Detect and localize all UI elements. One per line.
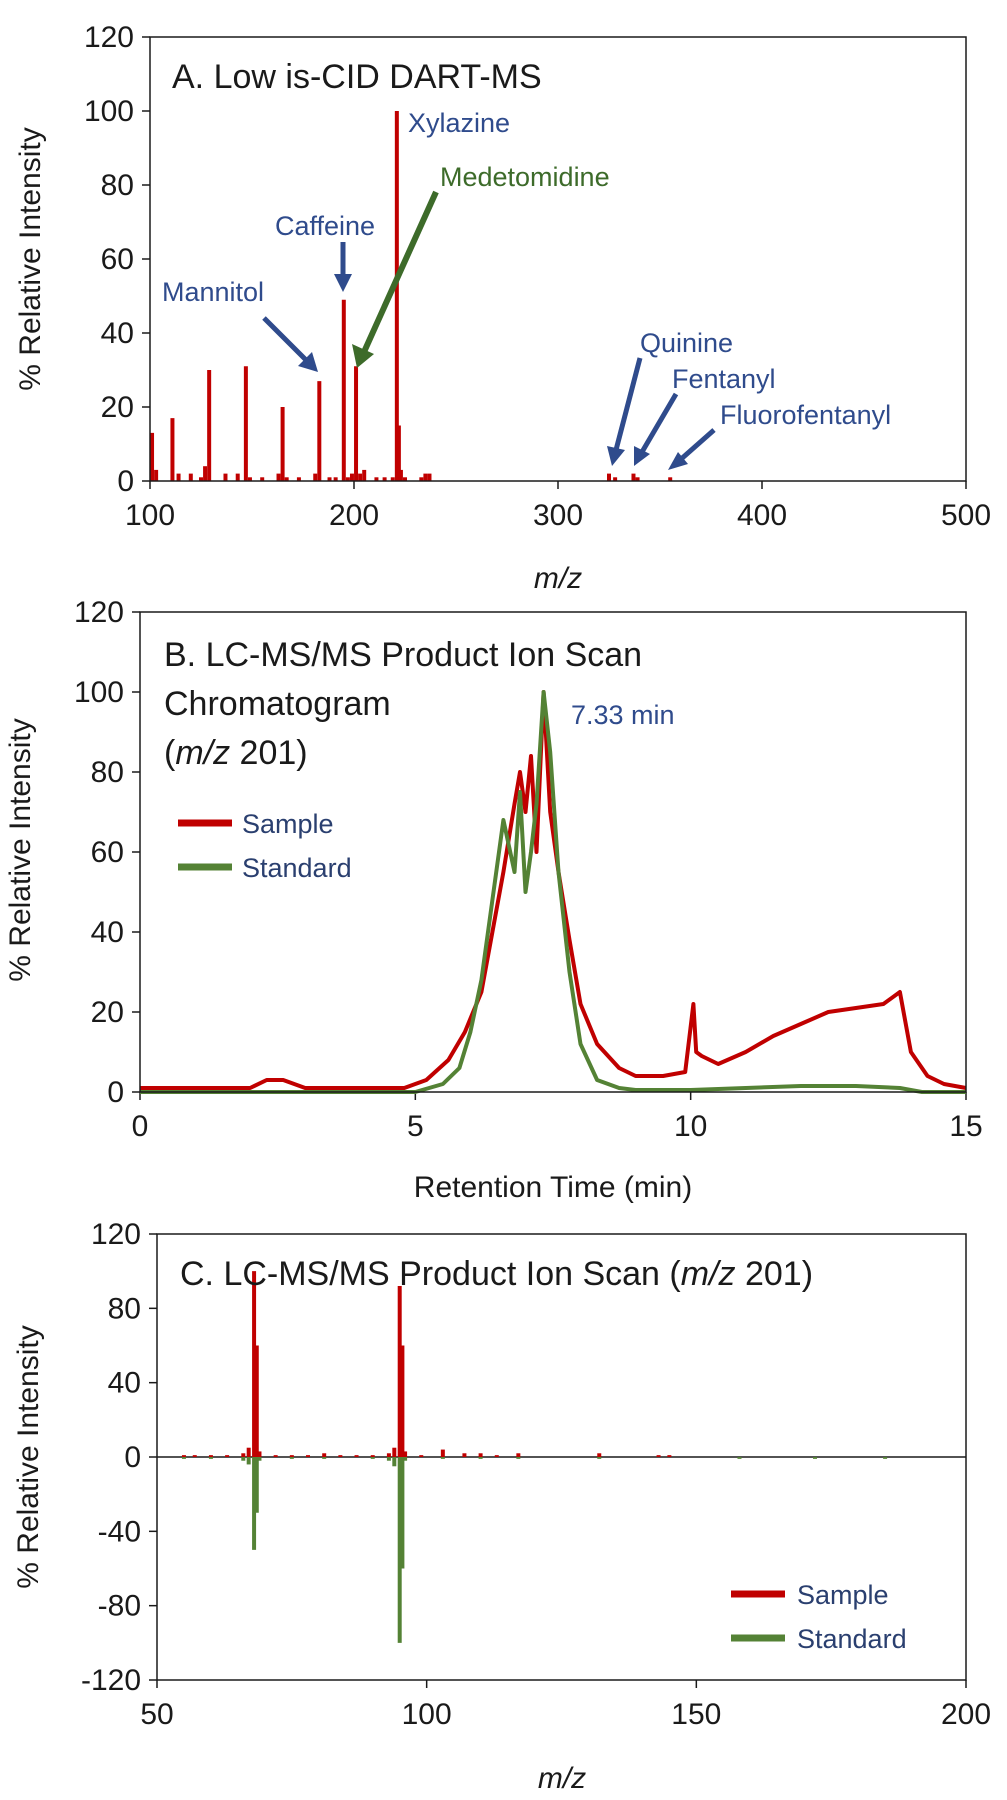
annotation-medetomidine: Medetomidine — [440, 162, 610, 192]
arrow-fentanyl — [639, 392, 679, 454]
arrow-head-fentanyl — [634, 446, 650, 466]
panel-a-y-tick-label: 100 — [84, 95, 134, 128]
panel-a-y-tick-label: 60 — [101, 243, 134, 276]
panel-a-y-tick-label: 0 — [117, 465, 134, 498]
panel-b-y-tick-label: 100 — [74, 676, 124, 709]
panel-b-x-tick-label: 15 — [949, 1110, 982, 1143]
panel-a-plot-frame — [149, 36, 967, 482]
panel-b-title-line-1: B. LC-MS/MS Product Ion Scan — [164, 636, 642, 674]
panel-b-x-tick-label: 5 — [407, 1110, 424, 1143]
panel-a-y-axis-label: % Relative Intensity — [14, 127, 47, 390]
arrow-head-medetomidine — [352, 344, 374, 368]
arrow-fluorofentanyl — [678, 428, 716, 462]
panel-c-title-rest: 201) — [736, 1255, 814, 1293]
panel-c-y-tick-label: 120 — [91, 1218, 141, 1251]
panel-b-title-line-2: Chromatogram — [164, 685, 391, 723]
panel-b-y-tick-label: 40 — [91, 916, 124, 949]
panel-b-x-tick-label: 0 — [132, 1110, 149, 1143]
panel-c-bars — [157, 1271, 966, 1643]
panel-a-bars — [150, 111, 673, 481]
panel-a-title: A. Low is-CID DART-MS — [172, 58, 542, 96]
arrow-quinine — [613, 357, 643, 451]
panel-b-title-line-3: (m/z 201) — [164, 734, 308, 772]
panel-b-x-tick-label: 10 — [674, 1110, 707, 1143]
panel-c-y-tick-label: 80 — [108, 1292, 141, 1325]
arrow-medetomidine — [361, 190, 439, 354]
annotation-fentanyl: Fentanyl — [672, 364, 776, 394]
panel-c-y-tick-label: -80 — [98, 1590, 141, 1623]
arrow-head-mannitol — [298, 352, 318, 372]
arrow-head-quinine — [607, 446, 625, 466]
panel-b-y-tick-label: 120 — [74, 596, 124, 629]
panel-c-y-tick-label: 0 — [124, 1441, 141, 1474]
panel-a: 100 200 300 400 500 0 20 40 60 80 100 120 A. Low is… — [14, 21, 991, 595]
panel-c-title-italic: m/z — [681, 1255, 736, 1293]
panel-a-x-tick-label: 100 — [125, 499, 175, 532]
panel-c-y-tick-label: 40 — [108, 1367, 141, 1400]
annotation-fluorofentanyl: Fluorofentanyl — [720, 400, 891, 430]
panel-b-plot-frame — [139, 611, 967, 1093]
arrow-head-caffeine — [334, 274, 352, 292]
panel-c-title: C. LC-MS/MS Product Ion Scan (m/z 201) — [180, 1255, 813, 1293]
panel-a-x-axis-label: m/z — [534, 562, 582, 595]
annotation-arrows — [262, 190, 716, 470]
panel-a-y-tick-label: 120 — [84, 21, 134, 54]
legend-c-label-sample: Sample — [797, 1580, 889, 1610]
legend-label-standard: Standard — [242, 853, 352, 883]
panel-c: 50 100 150 200 -120 -80 -40 0 40 80 120 C. LC-MS/M… — [12, 1218, 991, 1795]
panel-a-y-tick-label: 20 — [101, 391, 134, 424]
panel-a-x-tick-label: 300 — [533, 499, 583, 532]
panel-c-x-tick-label: 150 — [671, 1698, 721, 1731]
panel-b-peak-label: 7.33 min — [571, 700, 675, 730]
arrow-head-fluorofentanyl — [668, 452, 688, 470]
panel-c-x-tick-label: 50 — [140, 1698, 173, 1731]
panel-a-x-tick-label: 400 — [737, 499, 787, 532]
panel-b-lines — [140, 690, 967, 1094]
panel-a-y-tick-label: 40 — [101, 317, 134, 350]
panel-b-y-axis-label: % Relative Intensity — [4, 718, 37, 981]
panel-b-title-italic: m/z — [175, 734, 230, 772]
legend-label-sample: Sample — [242, 809, 334, 839]
series-line-standard — [140, 690, 966, 1094]
annotation-mannitol: Mannitol — [162, 277, 264, 307]
panel-a-x-tick-label: 500 — [941, 499, 991, 532]
arrow-mannitol — [262, 316, 308, 362]
annotation-xylazine: Xylazine — [408, 108, 510, 138]
panel-c-y-tick-label: -120 — [81, 1664, 141, 1697]
annotation-caffeine: Caffeine — [275, 211, 375, 241]
panel-a-y-tick-label: 80 — [101, 169, 134, 202]
panel-c-legend: Sample Standard — [731, 1580, 907, 1654]
panel-b-x-axis-label: Retention Time (min) — [414, 1171, 692, 1204]
legend-c-label-standard: Standard — [797, 1624, 907, 1654]
panel-c-y-axis-label: % Relative Intensity — [12, 1325, 45, 1588]
panel-c-x-axis-label: m/z — [538, 1762, 586, 1795]
panel-b: 0 5 10 15 0 20 40 60 80 100 120 B. LC-MS/MS Produc… — [4, 596, 983, 1204]
panel-b-legend: Sample Standard — [178, 809, 352, 883]
panel-a-x-tick-label: 200 — [329, 499, 379, 532]
panel-b-title-open: ( — [164, 734, 176, 772]
annotation-quinine: Quinine — [640, 328, 733, 358]
panel-b-y-tick-label: 80 — [91, 756, 124, 789]
panel-b-y-tick-label: 20 — [91, 996, 124, 1029]
panel-c-title-text: C. LC-MS/MS Product Ion Scan ( — [180, 1255, 681, 1293]
panel-c-x-tick-label: 200 — [941, 1698, 991, 1731]
panel-b-grid-ticks: 0 5 10 15 0 20 40 60 80 100 120 — [74, 596, 983, 1143]
panel-c-y-tick-label: -40 — [98, 1515, 141, 1548]
panel-b-y-tick-label: 0 — [107, 1076, 124, 1109]
panel-b-title-rest: 201) — [230, 734, 308, 772]
panel-c-x-tick-label: 100 — [402, 1698, 452, 1731]
panel-c-grid-ticks: 50 100 150 200 -120 -80 -40 0 40 80 120 — [81, 1218, 991, 1731]
panel-a-grid-ticks: 100 200 300 400 500 0 20 40 60 80 100 120 — [84, 21, 991, 532]
panel-c-plot-frame — [156, 1233, 967, 1681]
panel-b-y-tick-label: 60 — [91, 836, 124, 869]
